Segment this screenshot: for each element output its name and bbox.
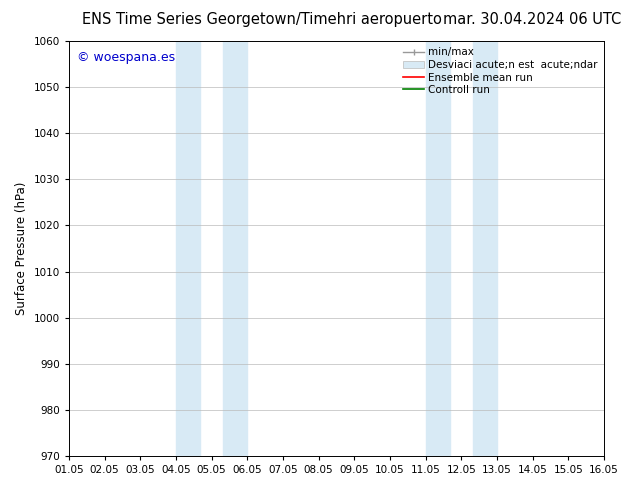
- Text: mar. 30.04.2024 06 UTC: mar. 30.04.2024 06 UTC: [443, 12, 621, 27]
- Bar: [425, 41, 450, 456]
- Y-axis label: Surface Pressure (hPa): Surface Pressure (hPa): [15, 182, 28, 315]
- Text: © woespana.es: © woespana.es: [77, 51, 175, 64]
- Bar: [473, 41, 497, 456]
- Bar: [223, 41, 247, 456]
- Legend: min/max, Desviaci acute;n est  acute;ndar, Ensemble mean run, Controll run: min/max, Desviaci acute;n est acute;ndar…: [400, 44, 601, 98]
- Bar: [176, 41, 200, 456]
- Text: ENS Time Series Georgetown/Timehri aeropuerto: ENS Time Series Georgetown/Timehri aerop…: [82, 12, 443, 27]
